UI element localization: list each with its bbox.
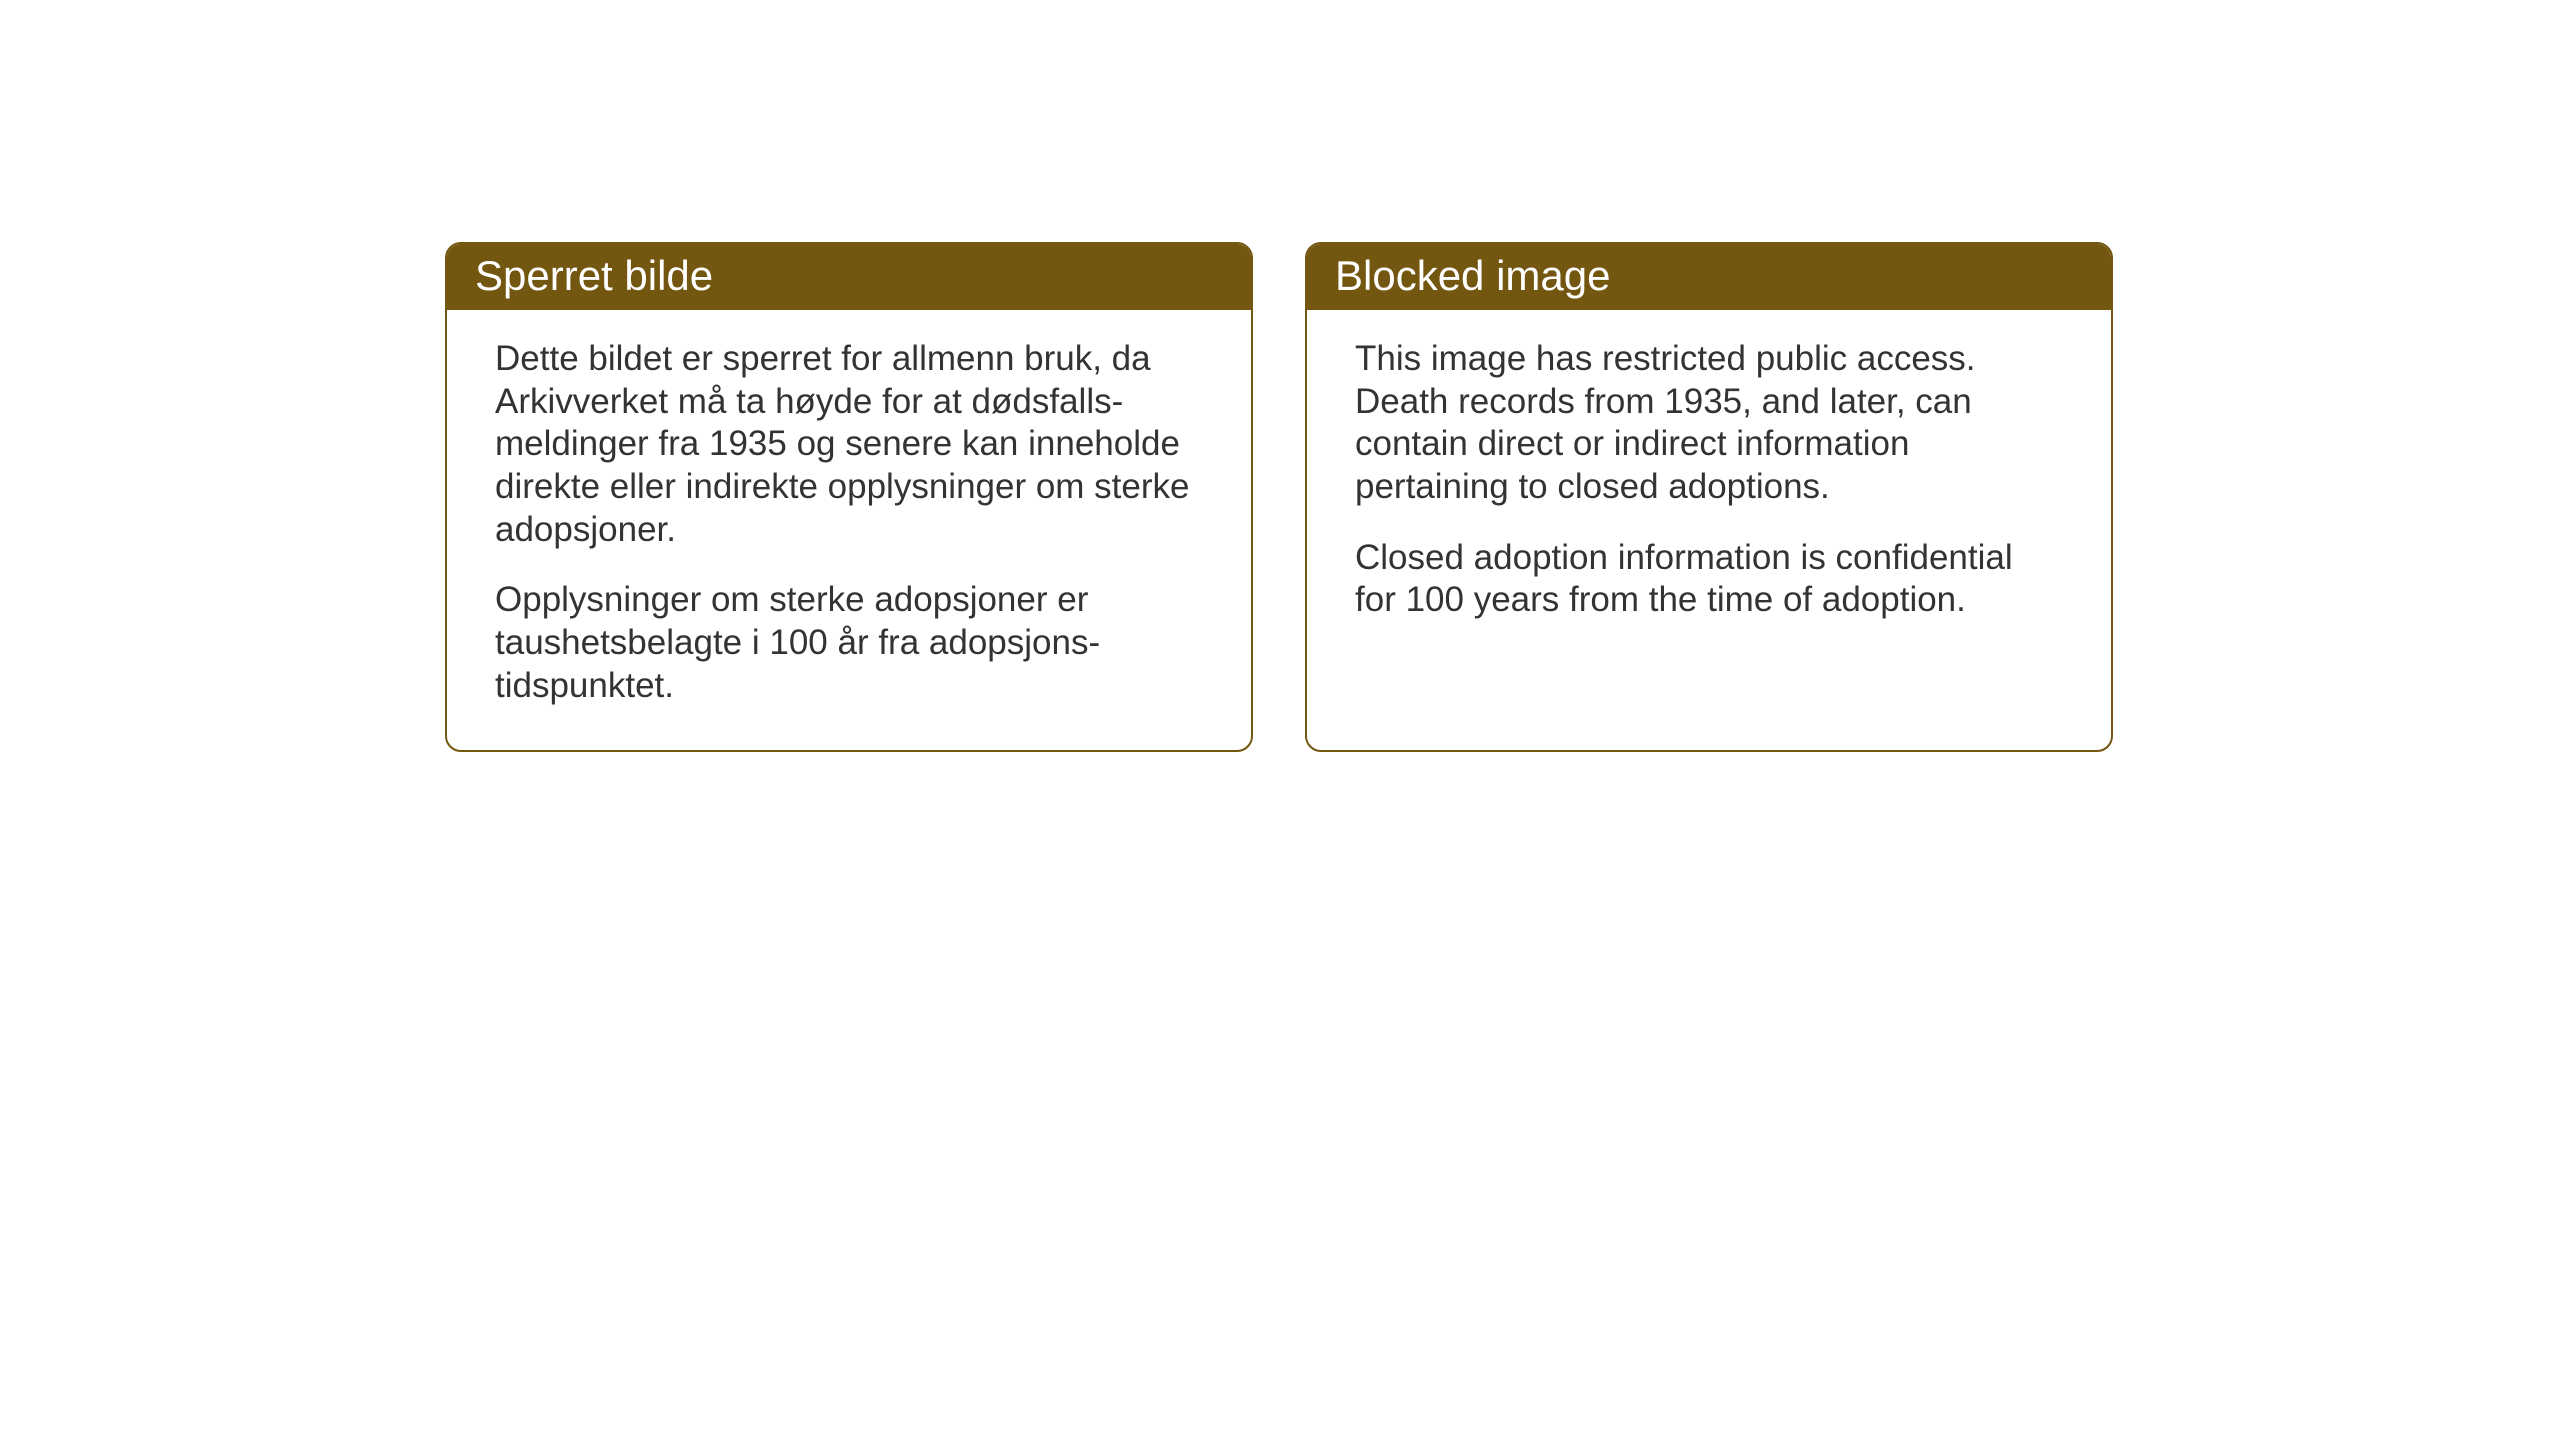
card-paragraph-2: Closed adoption information is confident… xyxy=(1355,537,2063,622)
card-header-norwegian: Sperret bilde xyxy=(447,244,1251,310)
card-english: Blocked image This image has restricted … xyxy=(1305,242,2113,752)
card-paragraph-1: This image has restricted public access.… xyxy=(1355,338,2063,509)
card-header-english: Blocked image xyxy=(1307,244,2111,310)
card-body-norwegian: Dette bildet er sperret for allmenn bruk… xyxy=(447,310,1251,746)
cards-container: Sperret bilde Dette bildet er sperret fo… xyxy=(445,242,2113,752)
card-paragraph-1: Dette bildet er sperret for allmenn bruk… xyxy=(495,338,1203,551)
card-norwegian: Sperret bilde Dette bildet er sperret fo… xyxy=(445,242,1253,752)
card-body-english: This image has restricted public access.… xyxy=(1307,310,2111,660)
card-paragraph-2: Opplysninger om sterke adopsjoner er tau… xyxy=(495,579,1203,707)
